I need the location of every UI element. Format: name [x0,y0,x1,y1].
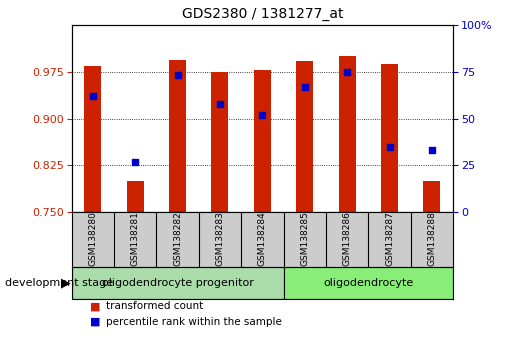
Text: development stage: development stage [5,278,113,288]
Text: GSM138280: GSM138280 [89,211,97,266]
Point [173,73,182,78]
Bar [211,72,228,212]
Text: transformed count: transformed count [106,301,203,311]
Bar [284,267,453,299]
Text: GSM138283: GSM138283 [216,211,224,266]
Bar [423,181,440,212]
Text: GSM138284: GSM138284 [258,211,267,266]
Text: oligodendrocyte progenitor: oligodendrocyte progenitor [102,278,253,288]
Bar [169,61,186,212]
Text: ▶: ▶ [61,277,70,290]
Point [428,148,436,153]
Bar [127,181,144,212]
Bar [254,70,271,212]
Title: GDS2380 / 1381277_at: GDS2380 / 1381277_at [182,7,343,21]
Text: GSM138286: GSM138286 [343,211,351,266]
Point [343,69,351,74]
Bar [339,56,356,212]
Bar [381,64,398,212]
Text: GSM138281: GSM138281 [131,211,139,266]
Point [258,112,267,118]
Text: oligodendrocyte: oligodendrocyte [323,278,413,288]
Bar [72,267,284,299]
Text: GSM138288: GSM138288 [428,211,436,266]
Point [301,84,309,90]
Text: ■: ■ [90,317,101,327]
Bar [296,61,313,212]
Text: percentile rank within the sample: percentile rank within the sample [106,317,282,327]
Point [89,93,97,99]
Text: GSM138285: GSM138285 [301,211,309,266]
Point [385,144,394,149]
Point [131,159,139,165]
Text: GSM138282: GSM138282 [173,211,182,266]
Text: ■: ■ [90,301,101,311]
Text: GSM138287: GSM138287 [385,211,394,266]
Point [216,101,224,107]
Bar [84,66,101,212]
